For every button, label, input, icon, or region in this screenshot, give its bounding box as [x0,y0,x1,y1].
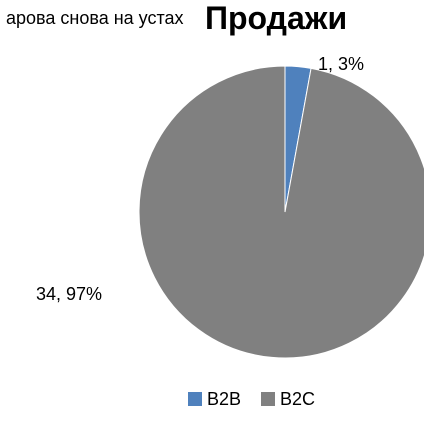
pie-slice-b2c [138,65,424,359]
legend-label-b2c: B2C [280,389,315,409]
data-label-b2c: 34, 97% [36,284,102,304]
legend-swatch-b2b [188,392,202,406]
data-label-b2b: 1, 3% [318,54,364,74]
background-text: арова снова на устах [6,8,184,28]
legend-swatch-b2c [261,392,275,406]
legend-label-b2b: B2B [207,389,241,409]
chart-title: Продажи [205,0,348,36]
